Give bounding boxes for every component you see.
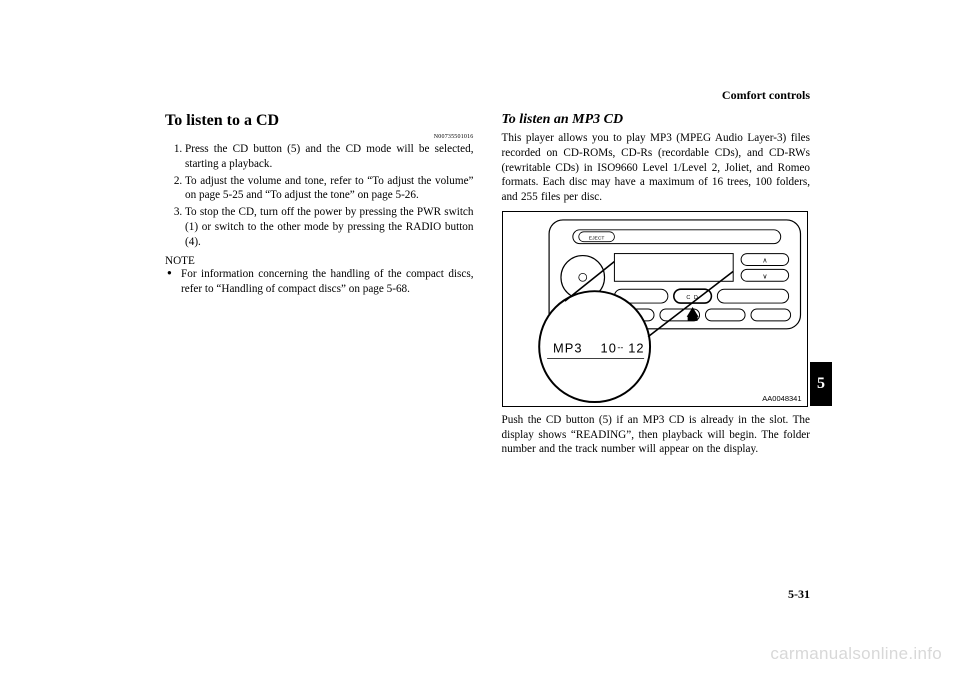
step-item: To adjust the volume and tone, refer to …	[185, 174, 474, 204]
display-folder: 10	[600, 340, 616, 355]
display-sep: --	[617, 342, 623, 352]
doc-id: N00735501016	[165, 134, 474, 140]
left-heading: To listen to a CD	[165, 112, 474, 130]
page: Comfort controls To listen to a CD N0073…	[0, 0, 960, 678]
section-tab: 5	[810, 362, 832, 406]
page-number: 5-31	[788, 587, 810, 602]
display-mp3: MP3	[553, 340, 582, 355]
eject-label: EJECT	[588, 236, 604, 242]
right-intro: This player allows you to play MP3 (MPEG…	[502, 131, 811, 205]
right-heading: To listen an MP3 CD	[502, 112, 811, 128]
stereo-illustration: EJECT ∧ ∨ C D	[503, 212, 807, 406]
content-columns: To listen to a CD N00735501016 Press the…	[165, 112, 810, 463]
left-column: To listen to a CD N00735501016 Press the…	[165, 112, 474, 463]
right-column: To listen an MP3 CD This player allows y…	[502, 112, 811, 463]
running-header: Comfort controls	[722, 88, 810, 103]
right-body-1: Push the CD button (5) if an MP3 CD is a…	[502, 413, 811, 457]
svg-text:∧: ∧	[762, 257, 767, 264]
figure: EJECT ∧ ∨ C D	[502, 211, 808, 407]
step-item: To stop the CD, turn off the power by pr…	[185, 205, 474, 249]
watermark: carmanualsonline.info	[770, 644, 942, 664]
note-item: For information concerning the handling …	[181, 267, 474, 297]
display-track: 12	[628, 340, 644, 355]
steps-list: Press the CD button (5) and the CD mode …	[165, 142, 474, 249]
note-list: For information concerning the handling …	[165, 267, 474, 297]
note-label: NOTE	[165, 255, 474, 267]
figure-id: AA0048341	[762, 394, 801, 403]
step-item: Press the CD button (5) and the CD mode …	[185, 142, 474, 172]
svg-text:∨: ∨	[762, 273, 767, 280]
